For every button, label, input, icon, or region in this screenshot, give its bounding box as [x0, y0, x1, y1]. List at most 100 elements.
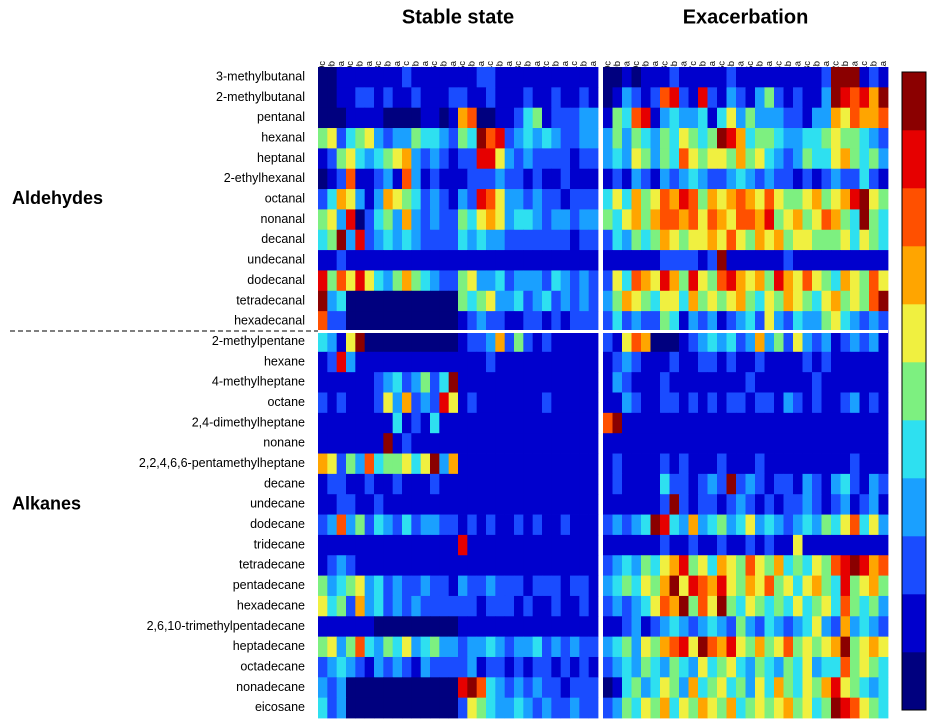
heatmap-cell: [783, 575, 794, 597]
heatmap-cell: [812, 534, 822, 556]
heatmap-cell: [707, 494, 718, 515]
heatmap-cell: [679, 229, 689, 251]
heatmap-cell: [495, 107, 506, 129]
heatmap-cell: [831, 636, 841, 658]
heatmap-cell: [392, 555, 403, 576]
heatmap-cell: [679, 351, 689, 373]
heatmap-cell: [542, 392, 552, 414]
heatmap-cell: [622, 250, 632, 271]
heatmap-cell: [688, 514, 699, 536]
heatmap-cell: [327, 331, 338, 353]
heatmap-cell: [802, 677, 813, 699]
heatmap-cell: [467, 656, 478, 678]
row-label: decanal: [261, 232, 305, 246]
heatmap-cell: [392, 107, 403, 129]
heatmap-cell: [476, 331, 487, 353]
heatmap-cell: [641, 209, 651, 231]
heatmap-cell: [840, 697, 851, 719]
heatmap-cell: [542, 494, 552, 515]
heatmap-cell: [641, 656, 651, 678]
heatmap-cell: [383, 372, 394, 393]
heatmap-cell: [336, 433, 347, 454]
heatmap-cell: [755, 168, 765, 190]
heatmap-cell: [486, 494, 496, 515]
heatmap-cell: [660, 372, 670, 393]
heatmap-cell: [783, 209, 794, 231]
heatmap-cell: [641, 351, 651, 373]
heatmap-cell: [736, 209, 746, 231]
heatmap-cell: [514, 616, 524, 638]
heatmap-cell: [812, 555, 822, 576]
heatmap-cell: [688, 128, 699, 149]
heatmap-cell: [603, 107, 613, 129]
heatmap-cell: [542, 412, 552, 434]
heatmap-cell: [859, 494, 870, 515]
heatmap-cell: [570, 473, 580, 495]
heatmap-cell: [878, 636, 889, 658]
heatmap-cell: [486, 87, 496, 109]
heatmap-cell: [707, 209, 718, 231]
heatmap-cell: [542, 575, 552, 597]
heatmap-cell: [726, 595, 737, 617]
heatmap-cell: [831, 290, 841, 312]
heatmap-cell: [467, 534, 478, 556]
heatmap-cell: [660, 453, 670, 475]
heatmap-cell: [831, 87, 841, 109]
heatmap-cell: [612, 250, 623, 271]
heatmap-cell: [486, 595, 496, 617]
heatmap-cell: [467, 372, 478, 393]
heatmap-cell: [736, 555, 746, 576]
heatmap-cell: [374, 697, 384, 719]
heatmap-cell: [392, 87, 403, 109]
heatmap-cell: [346, 555, 356, 576]
heatmap-cell: [650, 229, 661, 251]
heatmap-cell: [793, 656, 803, 678]
heatmap-cell: [402, 148, 412, 170]
heatmap-cell: [374, 473, 384, 495]
row-label: nonane: [263, 436, 305, 450]
heatmap-cell: [631, 311, 642, 332]
heatmap-cell: [495, 616, 506, 638]
heatmap-cell: [840, 575, 851, 597]
heatmap-cell: [774, 453, 784, 475]
heatmap-cell: [764, 514, 775, 536]
heatmap-cell: [859, 250, 870, 271]
heatmap-cell: [812, 392, 822, 414]
heatmap-cell: [514, 290, 524, 312]
heatmap-cell: [869, 534, 879, 556]
heatmap-cell: [688, 392, 699, 414]
heatmap-cell: [774, 290, 784, 312]
heatmap-cell: [318, 351, 328, 373]
heatmap-cell: [327, 87, 338, 109]
heatmap-cell: [495, 575, 506, 597]
heatmap-cell: [579, 433, 590, 454]
heatmap-cell: [504, 656, 515, 678]
heatmap-cell: [707, 372, 718, 393]
heatmap-cell: [821, 392, 832, 414]
heatmap-cell: [458, 697, 468, 719]
heatmap-cell: [783, 433, 794, 454]
heatmap-cell: [336, 189, 347, 210]
heatmap-cell: [355, 331, 366, 353]
heatmap-cell: [622, 656, 632, 678]
heatmap-cell: [560, 494, 571, 515]
heatmap-cell: [783, 494, 794, 515]
heatmap-cell: [859, 128, 870, 149]
heatmap-cell: [698, 636, 708, 658]
heatmap-cell: [745, 87, 756, 109]
heatmap-cell: [641, 514, 651, 536]
heatmap-cell: [532, 351, 543, 373]
heatmap-cell: [650, 209, 661, 231]
heatmap-cell: [622, 351, 632, 373]
heatmap-cell: [439, 453, 450, 475]
heatmap-cell: [570, 372, 580, 393]
heatmap-cell: [318, 290, 328, 312]
heatmap-cell: [420, 494, 431, 515]
heatmap-cell: [346, 168, 356, 190]
heatmap-cell: [717, 67, 727, 88]
heatmap-cell: [430, 250, 440, 271]
heatmap-cell: [679, 270, 689, 292]
heatmap-cell: [551, 128, 562, 149]
heatmap-cell: [588, 372, 599, 393]
heatmap-cell: [736, 107, 746, 129]
